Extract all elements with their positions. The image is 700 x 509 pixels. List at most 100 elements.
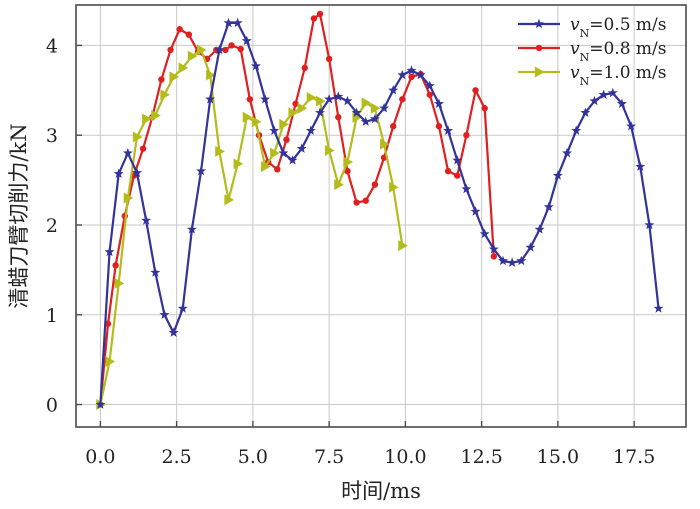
plot-frame (75, 4, 687, 428)
data-point-star (324, 94, 335, 104)
data-point-triangle (196, 44, 207, 56)
data-point-star (342, 95, 353, 106)
data-point-circle (167, 46, 174, 54)
data-point-star (205, 94, 216, 104)
legend-value: =0.5 m/s (589, 15, 666, 35)
data-point-circle (158, 76, 165, 83)
data-point-triangle (187, 50, 198, 62)
data-point-star (452, 155, 463, 165)
grid-lines (76, 5, 686, 427)
data-point-triangle (242, 111, 253, 123)
data-point-star (168, 327, 179, 337)
legend-symbol: v (570, 15, 580, 35)
data-point-star (406, 65, 417, 75)
data-point-star (443, 125, 454, 135)
data-point-triangle (343, 156, 353, 168)
legend: vN=0.5 m/svN=0.8 m/svN=1.0 m/s (518, 15, 667, 88)
legend-symbol: v (570, 63, 580, 83)
data-point-star (278, 147, 289, 158)
data-point-star (626, 121, 637, 131)
data-point-star (461, 183, 472, 194)
data-point-circle (112, 262, 119, 269)
data-point-circle (274, 166, 281, 173)
data-point-triangle (224, 194, 234, 206)
data-point-star (388, 85, 399, 95)
data-point-star (260, 94, 271, 104)
x-tick-label: 0.0 (85, 446, 115, 468)
data-point-star (251, 60, 261, 71)
data-point-circle (535, 44, 543, 52)
data-point-star (653, 303, 664, 313)
data-point-star (186, 224, 197, 234)
data-point-triangle (233, 158, 244, 170)
data-point-circle (362, 197, 369, 204)
legend-entry: vN=1.0 m/s (518, 63, 667, 88)
data-point-triangle (114, 277, 125, 289)
data-point-circle (228, 42, 235, 49)
data-point-star (644, 219, 655, 230)
legend-subscript: N (580, 75, 590, 88)
data-point-triangle (306, 91, 317, 103)
data-point-triangle (142, 113, 152, 125)
data-point-star (287, 155, 298, 165)
data-point-circle (301, 64, 308, 72)
data-point-circle (371, 181, 379, 188)
data-point-circle (481, 105, 488, 112)
data-point-star (507, 257, 518, 267)
legend-subscript: N (580, 27, 590, 40)
legend-label: vN=1.0 m/s (570, 63, 667, 88)
data-point-star (150, 267, 161, 277)
x-tick-label: 10.0 (384, 446, 426, 468)
data-point-star (498, 255, 508, 266)
data-point-triangle (215, 145, 225, 157)
data-point-star (333, 91, 344, 101)
data-point-circle (490, 253, 498, 260)
data-point-triangle (206, 69, 216, 81)
legend-label: vN=0.8 m/s (570, 39, 667, 64)
data-point-star (122, 147, 133, 158)
data-point-triangle (325, 144, 335, 156)
y-tick-label: 3 (46, 125, 58, 147)
data-point-triangle (178, 62, 189, 74)
data-point-star (617, 98, 627, 108)
data-point-star (562, 147, 572, 158)
data-point-star (196, 165, 206, 176)
data-point-circle (237, 45, 244, 53)
data-point-circle (463, 131, 470, 139)
data-point-circle (390, 123, 397, 130)
series-0 (95, 17, 664, 409)
data-point-star (369, 113, 380, 124)
data-point-star (95, 399, 106, 409)
axis-ticks: 0.0 2.5 5.0 7.5 10.0 12.5 15.0 17.5 0 1 2 3 4 (46, 35, 655, 468)
x-tick-label: 15.0 (537, 446, 579, 468)
data-point-star (470, 206, 481, 216)
data-point-triangle (132, 131, 143, 143)
data-point-triangle (315, 95, 326, 107)
data-point-circle (316, 10, 324, 18)
y-tick-label: 2 (46, 215, 58, 237)
data-point-circle (408, 73, 415, 81)
plot-area (76, 5, 686, 427)
data-point-triangle (260, 161, 271, 173)
legend-value: =0.8 m/s (589, 39, 666, 59)
x-axis-label: 时间/ms (341, 479, 421, 503)
data-point-triangle (105, 355, 116, 367)
data-point-triangle (169, 71, 180, 83)
data-point-star (351, 107, 362, 117)
series-layer (95, 10, 664, 411)
series-line (99, 21, 660, 405)
data-point-star (635, 161, 646, 171)
data-point-star (305, 125, 316, 135)
data-point-star (434, 98, 444, 108)
x-tick-label: 7.5 (314, 446, 344, 468)
data-point-star (232, 17, 243, 28)
data-point-circle (399, 96, 406, 103)
data-point-star (141, 215, 152, 225)
data-point-star (525, 242, 536, 252)
data-point-triangle (160, 89, 170, 101)
data-point-star (269, 125, 280, 135)
data-point-star (177, 303, 188, 313)
data-point-triangle (251, 116, 262, 128)
data-point-star (223, 17, 234, 28)
